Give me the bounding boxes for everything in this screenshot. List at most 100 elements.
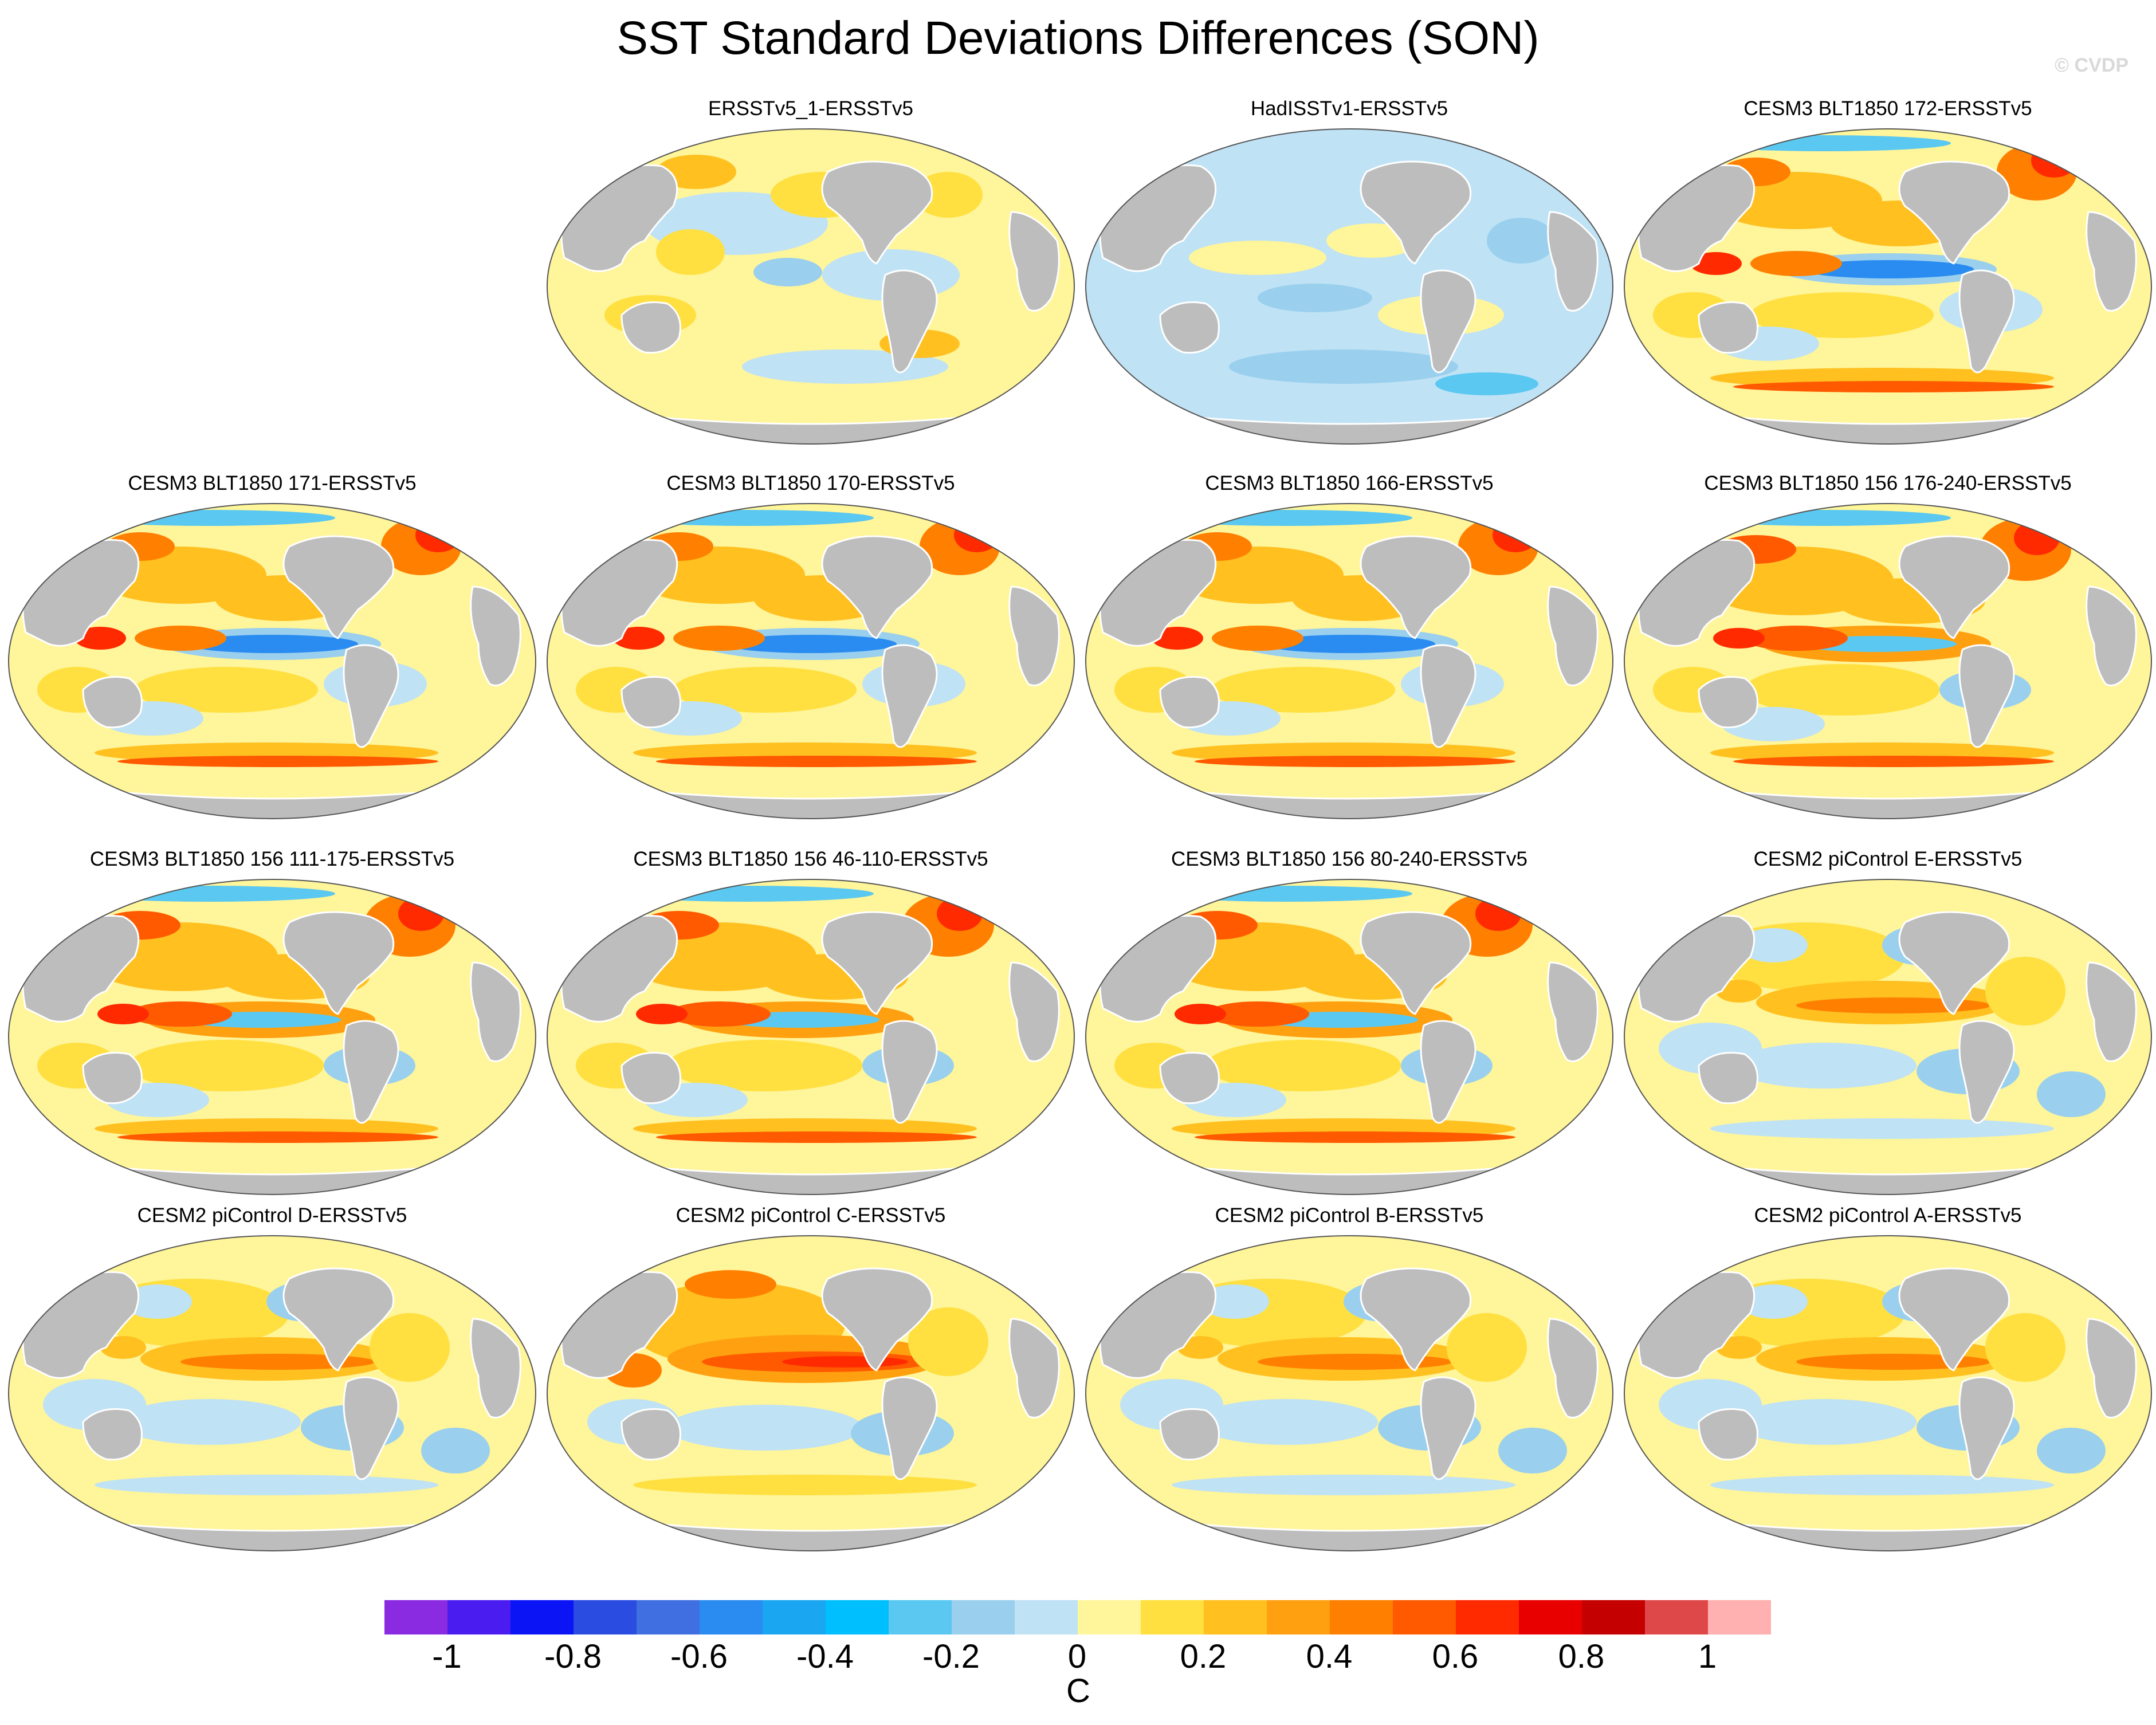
land-mass: [282, 535, 395, 639]
anomaly-region: [129, 1001, 232, 1027]
anomaly-region: [1435, 372, 1538, 395]
anomaly-region: [1160, 510, 1412, 526]
land-mass: [1159, 676, 1220, 729]
anomaly-region: [1690, 252, 1742, 275]
colorbar-swatch: [447, 1600, 510, 1634]
anomaly-region: [1699, 510, 1951, 526]
anomaly-region: [1733, 756, 2054, 767]
global-sst-map: [1085, 1235, 1613, 1551]
anomaly-region: [1802, 260, 1974, 278]
anomaly-region: [83, 510, 335, 526]
land-mass: [621, 1408, 681, 1461]
colorbar-tick-label: -1: [432, 1638, 462, 1675]
anomaly-region: [656, 756, 977, 767]
land-mass: [1958, 1376, 2015, 1480]
land-mass: [621, 301, 681, 354]
anomaly-region: [95, 1475, 438, 1495]
anomaly-region: [1447, 1313, 1527, 1382]
global-sst-map: [547, 1235, 1075, 1551]
anomaly-region: [914, 172, 983, 218]
anomaly-region: [117, 756, 438, 767]
land-mass: [2086, 586, 2137, 686]
anomaly-region: [656, 1131, 977, 1143]
land-mass: [82, 676, 143, 729]
anomaly-region: [667, 1040, 862, 1091]
global-sst-map: [8, 503, 536, 819]
anomaly-region: [117, 1399, 301, 1445]
land-mass: [1008, 1318, 1060, 1418]
panel-title: CESM3 BLT1850 156 46-110-ERSSTv5: [633, 848, 988, 870]
colorbar-swatch: [952, 1600, 1015, 1634]
map-panel: CESM2 piControl C-ERSSTv5: [541, 1203, 1080, 1578]
land-mass: [1420, 269, 1476, 374]
anomaly-region: [1716, 1336, 1762, 1359]
anomaly-region: [1498, 1428, 1567, 1473]
global-sst-map: [1085, 128, 1613, 445]
anomaly-region: [1716, 980, 1762, 1003]
anomaly-region: [1172, 1475, 1515, 1495]
anomaly-region: [1713, 628, 1765, 649]
colorbar-tick-label: -0.2: [922, 1638, 980, 1675]
map-outline: [1624, 879, 2152, 1195]
colorbar-swatch: [1708, 1600, 1771, 1634]
global-sst-map: [1624, 128, 2152, 445]
colorbar-tick-label: -0.8: [544, 1638, 602, 1675]
map-panel: CESM2 piControl D-ERSSTv5: [3, 1203, 541, 1578]
land-mass: [1360, 911, 1472, 1015]
panel-title: CESM2 piControl E-ERSSTv5: [1753, 848, 2023, 870]
map-panel: CESM3 BLT1850 170-ERSSTv5: [541, 471, 1080, 846]
colorbar-unit: C: [1066, 1672, 1090, 1710]
land-mass: [1360, 535, 1472, 639]
global-sst-map: [1624, 503, 2152, 819]
land-mass: [1898, 1267, 2010, 1372]
land-mass: [343, 644, 399, 748]
colorbar-swatch: [1645, 1600, 1708, 1634]
anomaly-region: [117, 1131, 438, 1143]
anomaly-region: [135, 626, 226, 651]
anomaly-region: [753, 258, 822, 286]
colorbar-tick-label: -0.6: [670, 1638, 728, 1675]
colorbar-swatch: [826, 1600, 889, 1634]
anomaly-region: [679, 309, 851, 355]
land-mass: [881, 1020, 938, 1124]
panel-title: CESM2 piControl D-ERSSTv5: [137, 1204, 407, 1227]
global-sst-map: [1085, 879, 1613, 1195]
colorbar-tick-label: 0.2: [1180, 1638, 1227, 1675]
land-mass: [821, 160, 933, 265]
map-outline: [8, 503, 536, 819]
land-mass: [1698, 676, 1758, 729]
panel-title: CESM3 BLT1850 156 176-240-ERSSTv5: [1704, 472, 2072, 494]
global-sst-map: [1624, 879, 2152, 1195]
anomaly-region: [1263, 635, 1435, 653]
anomaly-region: [1206, 1001, 1309, 1027]
land-mass: [82, 1408, 143, 1461]
anomaly-region: [129, 1040, 324, 1091]
map-panel: HadISSTv1-ERSSTv5: [1080, 96, 1619, 471]
colorbar-swatch: [1078, 1600, 1141, 1634]
land-mass: [1159, 1408, 1220, 1461]
anomaly-region: [1699, 135, 1951, 151]
colorbar-swatch: [384, 1600, 447, 1634]
land-mass: [1360, 1267, 1472, 1372]
map-outline: [8, 879, 536, 1195]
land-mass: [1159, 301, 1220, 354]
land-mass: [2086, 961, 2137, 1062]
anomaly-region: [1985, 957, 2065, 1025]
map-panel: ERSSTv5_1-ERSSTv5: [541, 96, 1080, 471]
panel-title: HadISSTv1-ERSSTv5: [1250, 97, 1448, 120]
anomaly-region: [100, 1336, 146, 1359]
anomaly-region: [685, 1270, 776, 1299]
colorbar-swatch: [1141, 1600, 1204, 1634]
anomaly-region: [1487, 218, 1556, 264]
anomaly-region: [1189, 166, 1384, 223]
anomaly-region: [1200, 1284, 1269, 1319]
anomaly-region: [1195, 1399, 1378, 1445]
map-panel: CESM2 piControl A-ERSSTv5: [1619, 1203, 2156, 1578]
colorbar-swatch: [1330, 1600, 1393, 1634]
colorbar-swatch: [1393, 1600, 1456, 1634]
panel-title: CESM3 BLT1850 156 80-240-ERSSTv5: [1171, 848, 1527, 870]
anomaly-region: [1229, 349, 1458, 384]
map-outline: [547, 1235, 1075, 1551]
global-sst-map: [547, 128, 1075, 445]
land-mass: [1547, 961, 1599, 1062]
